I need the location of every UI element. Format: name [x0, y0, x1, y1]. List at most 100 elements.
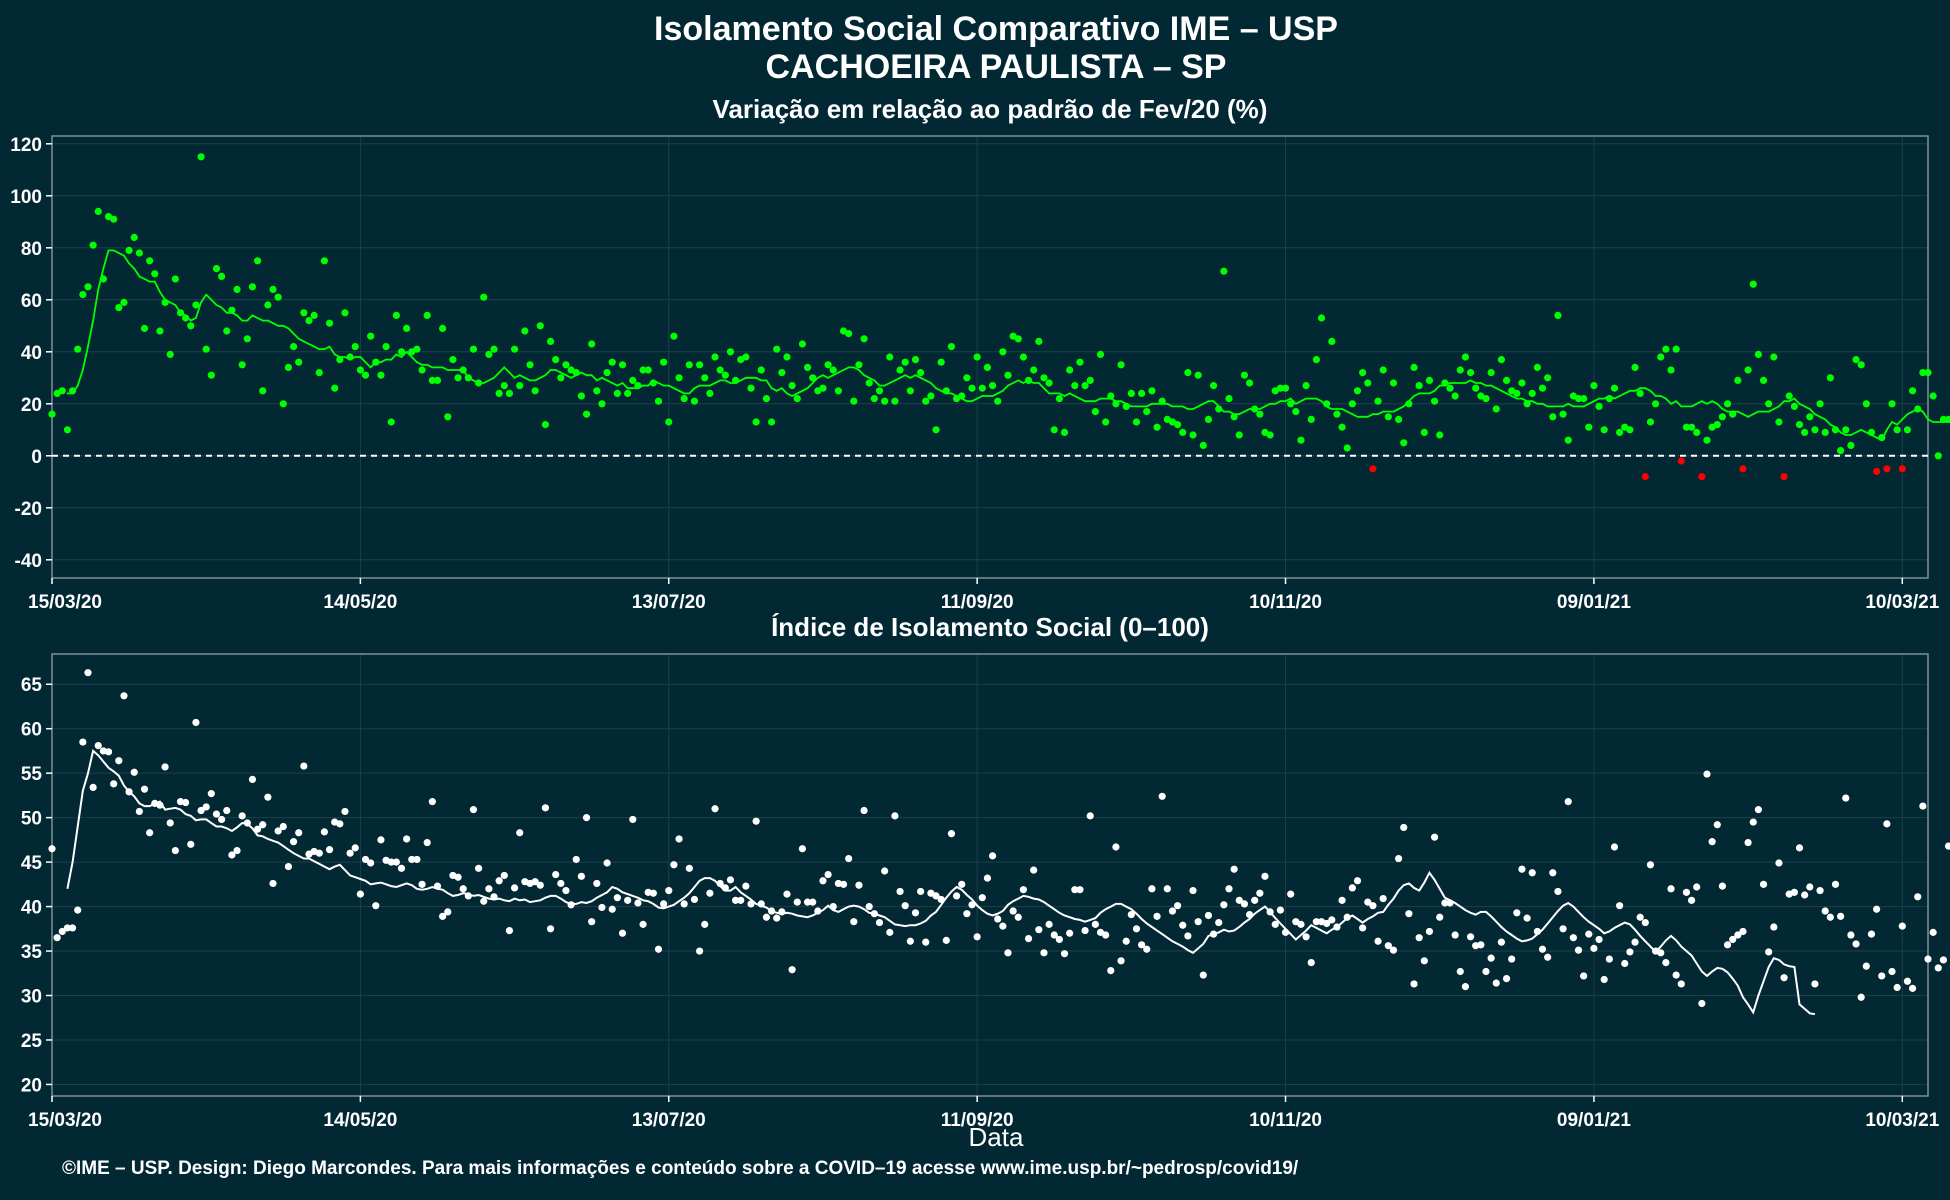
- data-point: [269, 285, 277, 293]
- moving-average-segment: [426, 363, 434, 369]
- data-point: [1158, 397, 1166, 405]
- data-point: [1179, 921, 1187, 929]
- panel-border: [51, 653, 1929, 1097]
- data-point: [860, 335, 868, 343]
- x-tick-label: 14/05/20: [323, 1110, 397, 1131]
- moving-average-segment: [1690, 402, 1698, 408]
- moving-average-segment: [832, 371, 840, 377]
- data-point: [757, 366, 765, 374]
- moving-average-segment: [1618, 392, 1626, 397]
- data-point: [1122, 402, 1130, 410]
- data-point: [1384, 413, 1392, 421]
- data-point: [315, 369, 323, 377]
- data-point: [1559, 925, 1567, 933]
- moving-average-segment: [508, 371, 516, 379]
- data-point: [58, 387, 66, 395]
- figure-title-line1: Isolamento Social Comparativo IME – USP: [654, 10, 1338, 48]
- data-point: [1112, 400, 1120, 408]
- data-point: [1770, 923, 1778, 931]
- moving-average-segment: [441, 366, 449, 371]
- data-point: [387, 418, 395, 426]
- data-point: [1821, 428, 1829, 436]
- data-point: [423, 311, 431, 319]
- data-point: [819, 877, 827, 885]
- data-point: [1538, 384, 1547, 392]
- data-point: [207, 790, 215, 798]
- moving-average-segment: [1495, 387, 1503, 392]
- data-point: [1646, 418, 1655, 426]
- data-point: [1497, 356, 1506, 364]
- data-point: [120, 298, 128, 306]
- data-point: [881, 867, 889, 875]
- data-point: [428, 798, 436, 806]
- data-point: [1215, 918, 1223, 927]
- moving-average-segment: [1736, 410, 1744, 416]
- moving-average-segment: [200, 293, 208, 304]
- data-point: [1204, 415, 1213, 423]
- moving-average-segment: [308, 343, 316, 348]
- data-point: [942, 387, 950, 395]
- data-point: [1693, 883, 1701, 891]
- data-point: [1148, 885, 1156, 893]
- data-point: [1132, 418, 1141, 426]
- data-point: [1086, 812, 1094, 820]
- moving-average-segment: [971, 397, 979, 403]
- data-point: [1641, 473, 1649, 481]
- data-point: [593, 879, 601, 888]
- data-point: [731, 896, 740, 904]
- data-point: [454, 374, 462, 382]
- data-point: [1379, 894, 1387, 903]
- data-point: [289, 838, 298, 846]
- moving-average-segment: [873, 379, 881, 387]
- data-point: [1595, 935, 1603, 944]
- data-point: [1384, 942, 1392, 950]
- data-point: [1667, 885, 1675, 893]
- data-point: [1837, 912, 1845, 920]
- data-point: [1723, 941, 1732, 949]
- moving-average-segment: [724, 379, 732, 384]
- data-point: [377, 371, 385, 379]
- data-point: [608, 905, 616, 913]
- moving-average-segment: [1351, 413, 1359, 418]
- moving-average-segment: [323, 345, 331, 351]
- data-point: [1040, 949, 1048, 957]
- data-point: [1821, 907, 1829, 915]
- data-point: [1194, 371, 1202, 379]
- moving-average-segment: [76, 369, 84, 387]
- data-point: [125, 788, 133, 796]
- data-point: [886, 353, 894, 361]
- moving-average-segment: [616, 382, 624, 387]
- x-tick-label: 11/09/20: [941, 1110, 1014, 1131]
- data-point: [1862, 962, 1870, 970]
- moving-average-segment: [1582, 402, 1590, 408]
- data-point: [408, 855, 416, 864]
- data-point: [264, 793, 272, 801]
- data-point: [1405, 400, 1413, 408]
- data-point: [665, 886, 673, 895]
- data-point: [531, 387, 539, 395]
- data-point: [809, 898, 817, 906]
- data-point: [1549, 413, 1557, 421]
- data-point: [243, 819, 251, 827]
- data-point: [634, 382, 642, 390]
- data-point: [711, 353, 719, 361]
- data-point: [649, 379, 657, 387]
- data-point: [418, 880, 426, 888]
- data-point: [89, 783, 97, 792]
- moving-average-segment: [1346, 410, 1354, 416]
- y-tick-label: -40: [15, 551, 42, 572]
- data-point: [1513, 909, 1521, 917]
- data-point: [171, 275, 179, 283]
- data-point: [1019, 353, 1028, 361]
- x-tick-label: 13/07/20: [632, 1110, 706, 1131]
- data-point: [1466, 369, 1475, 377]
- moving-average-segment: [1742, 413, 1750, 418]
- data-point: [618, 929, 627, 937]
- data-point: [582, 410, 591, 418]
- data-point: [1826, 374, 1834, 382]
- moving-average-segment: [92, 288, 100, 322]
- data-point: [1359, 369, 1367, 377]
- data-point: [1060, 950, 1069, 958]
- data-point: [1564, 436, 1572, 444]
- moving-average-segment: [935, 387, 943, 392]
